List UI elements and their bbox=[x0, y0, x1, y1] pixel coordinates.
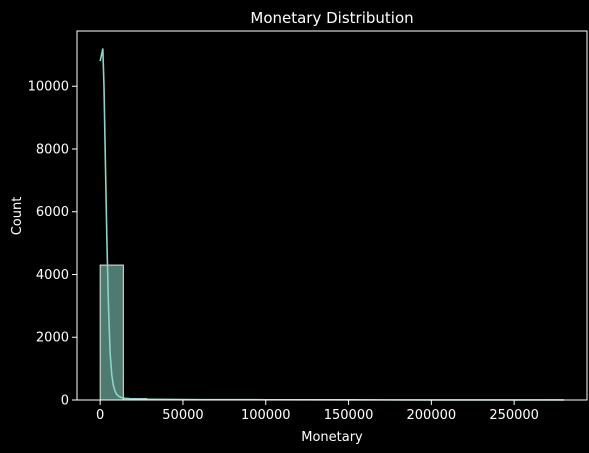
y-axis-ticks: 0 2000 4000 6000 8000 10000 bbox=[28, 80, 77, 409]
x-tick-label-5: 250000 bbox=[489, 408, 539, 423]
y-axis-label: Count bbox=[10, 197, 25, 236]
x-axis-label: Monetary bbox=[301, 430, 363, 445]
y-tick-label-3: 6000 bbox=[36, 205, 69, 220]
chart-title: Monetary Distribution bbox=[250, 9, 413, 27]
x-tick-label-3: 150000 bbox=[324, 408, 374, 423]
x-tick-label-2: 100000 bbox=[241, 408, 291, 423]
y-tick-label-0: 0 bbox=[61, 394, 69, 409]
y-tick-label-5: 10000 bbox=[28, 80, 69, 95]
x-axis-ticks: 0 50000 100000 150000 200000 250000 bbox=[96, 400, 539, 423]
plot-frame bbox=[76, 30, 588, 401]
x-tick-label-0: 0 bbox=[96, 408, 104, 423]
y-tick-label-1: 2000 bbox=[36, 331, 69, 346]
x-tick-label-1: 50000 bbox=[162, 408, 203, 423]
axes-frame bbox=[76, 30, 588, 401]
x-tick-label-4: 200000 bbox=[407, 408, 457, 423]
y-tick-label-4: 8000 bbox=[36, 142, 69, 157]
y-tick-label-2: 4000 bbox=[36, 268, 69, 283]
